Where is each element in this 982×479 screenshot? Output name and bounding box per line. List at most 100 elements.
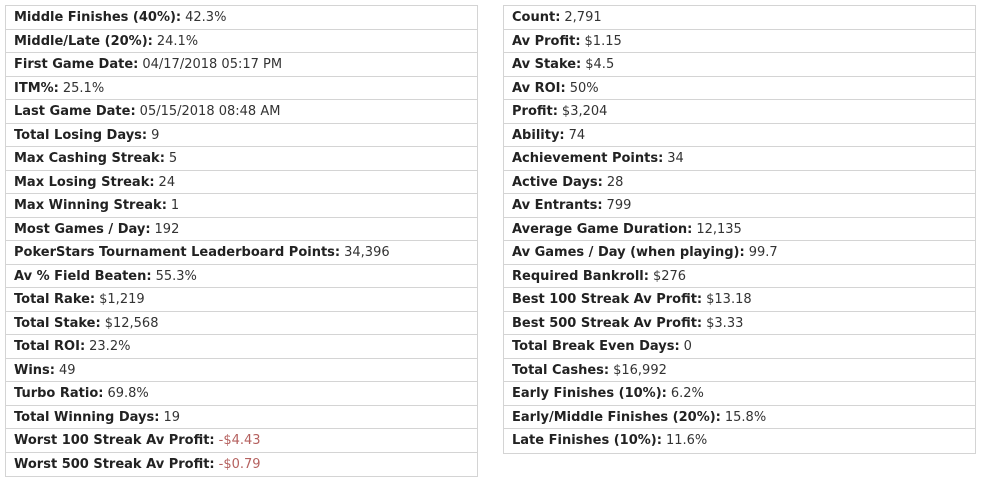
stat-label: Turbo Ratio: — [14, 386, 104, 401]
stat-row: Turbo Ratio: 69.8% — [6, 382, 477, 406]
stat-value: 24 — [158, 174, 176, 190]
stat-value: 74 — [568, 127, 586, 143]
stat-row: Total Winning Days: 19 — [6, 406, 477, 429]
stat-row: Early/Middle Finishes (20%): 15.8% — [504, 406, 975, 429]
stat-row: Worst 100 Streak Av Profit: -$4.43 — [6, 429, 477, 453]
stat-value: 799 — [606, 198, 632, 213]
stat-value: $3,204 — [561, 104, 608, 119]
stat-label: Middle/Late (20%): — [14, 33, 153, 49]
stat-label: Worst 100 Streak Av Profit: — [14, 433, 215, 448]
stat-label: Total Losing Days: — [14, 127, 148, 143]
stat-value: -$0.79 — [218, 456, 261, 472]
stat-label: Max Losing Streak: — [14, 174, 155, 190]
stat-value: -$4.43 — [218, 433, 261, 448]
stat-label: Total Cashes: — [512, 362, 610, 378]
stat-value: 04/17/2018 05:17 PM — [142, 57, 283, 72]
stat-row: Middle Finishes (40%): 42.3% — [6, 6, 477, 30]
stat-row: Max Cashing Streak: 5 — [6, 147, 477, 171]
stat-row: Best 500 Streak Av Profit: $3.33 — [504, 312, 975, 335]
stat-label: Total Stake: — [14, 315, 101, 331]
stat-label: Middle Finishes (40%): — [14, 10, 182, 25]
stat-label: Active Days: — [512, 174, 603, 190]
stat-row: Active Days: 28 — [504, 171, 975, 194]
stat-value: 11.6% — [665, 433, 708, 448]
stat-row: Total Losing Days: 9 — [6, 124, 477, 147]
stat-label: Most Games / Day: — [14, 221, 151, 237]
stat-value: 15.8% — [724, 409, 767, 425]
stat-row: ITM%: 25.1% — [6, 77, 477, 100]
stat-value: 99.7 — [748, 245, 778, 260]
stat-value: $3.33 — [706, 315, 744, 331]
stat-value: 23.2% — [89, 339, 131, 354]
stat-value: $1.15 — [584, 33, 622, 49]
stat-value: 42.3% — [185, 10, 227, 25]
stat-label: Total Winning Days: — [14, 409, 160, 425]
stats-table-left: Middle Finishes (40%): 42.3% Middle/Late (… — [5, 5, 478, 477]
stat-row: Ability: 74 — [504, 124, 975, 147]
stats-table-right: Count: 2,791 Av Profit: $1.15 Av Stake: $4.5 A… — [503, 5, 976, 454]
stat-value: 1 — [170, 198, 180, 213]
stat-label: Av ROI: — [512, 80, 566, 96]
stat-value: 6.2% — [670, 386, 704, 401]
stat-label: Max Winning Streak: — [14, 198, 167, 213]
stat-value: 69.8% — [107, 386, 149, 401]
stat-row: Max Winning Streak: 1 — [6, 194, 477, 218]
stat-value: 5 — [168, 151, 178, 166]
stat-row: Total Cashes: $16,992 — [504, 359, 975, 382]
stat-value: $4.5 — [585, 57, 615, 72]
stat-value: $1,219 — [99, 292, 145, 307]
stat-row: Total Stake: $12,568 — [6, 312, 477, 335]
stat-value: $276 — [652, 268, 687, 284]
stat-row: Best 100 Streak Av Profit: $13.18 — [504, 288, 975, 312]
stat-row: Count: 2,791 — [504, 6, 975, 30]
stat-row: Total Break Even Days: 0 — [504, 335, 975, 359]
stat-row: Required Bankroll: $276 — [504, 265, 975, 288]
stat-value: 24.1% — [156, 33, 199, 49]
stat-value: 9 — [151, 127, 160, 143]
stat-row: Achievement Points: 34 — [504, 147, 975, 171]
stat-value: 25.1% — [62, 80, 105, 96]
stat-label: Last Game Date: — [14, 104, 136, 119]
stat-value: 34,396 — [344, 245, 390, 260]
stat-row: Max Losing Streak: 24 — [6, 171, 477, 194]
stat-label: Ability: — [512, 127, 565, 143]
stat-row: Total Rake: $1,219 — [6, 288, 477, 312]
stat-label: Count: — [512, 10, 561, 25]
stat-label: Max Cashing Streak: — [14, 151, 165, 166]
stat-value: 2,791 — [564, 10, 602, 25]
stat-value: 0 — [683, 339, 692, 354]
stat-label: Total ROI: — [14, 339, 86, 354]
stat-label: Av Stake: — [512, 57, 582, 72]
stat-label: Early/Middle Finishes (20%): — [512, 409, 721, 425]
stat-label: Av Profit: — [512, 33, 581, 49]
stat-value: 19 — [163, 409, 181, 425]
stat-value: 192 — [154, 221, 180, 237]
stat-row: Av Games / Day (when playing): 99.7 — [504, 241, 975, 265]
stat-label: Total Break Even Days: — [512, 339, 680, 354]
stat-row: Most Games / Day: 192 — [6, 218, 477, 241]
stat-label: Late Finishes (10%): — [512, 433, 662, 448]
stat-label: Average Game Duration: — [512, 221, 693, 237]
stat-label: Early Finishes (10%): — [512, 386, 667, 401]
stat-value: 49 — [59, 362, 76, 378]
stat-value: $12,568 — [104, 315, 159, 331]
stat-label: Worst 500 Streak Av Profit: — [14, 456, 215, 472]
stat-row: Worst 500 Streak Av Profit: -$0.79 — [6, 453, 477, 477]
stat-row: Av Profit: $1.15 — [504, 30, 975, 53]
stat-row: Av Stake: $4.5 — [504, 53, 975, 77]
stat-label: Profit: — [512, 104, 558, 119]
stat-value: 34 — [667, 151, 684, 166]
stat-row: Early Finishes (10%): 6.2% — [504, 382, 975, 406]
stat-row: Average Game Duration: 12,135 — [504, 218, 975, 241]
stat-label: Av Entrants: — [512, 198, 603, 213]
stat-row: Av Entrants: 799 — [504, 194, 975, 218]
stat-value: $16,992 — [613, 362, 667, 378]
stat-label: Achievement Points: — [512, 151, 664, 166]
stat-label: Best 100 Streak Av Profit: — [512, 292, 703, 307]
stat-value: 12,135 — [696, 221, 742, 237]
stat-row: Last Game Date: 05/15/2018 08:48 AM — [6, 100, 477, 124]
stat-label: PokerStars Tournament Leaderboard Points… — [14, 245, 341, 260]
stat-value: 05/15/2018 08:48 AM — [139, 104, 281, 119]
stat-row: Middle/Late (20%): 24.1% — [6, 30, 477, 53]
